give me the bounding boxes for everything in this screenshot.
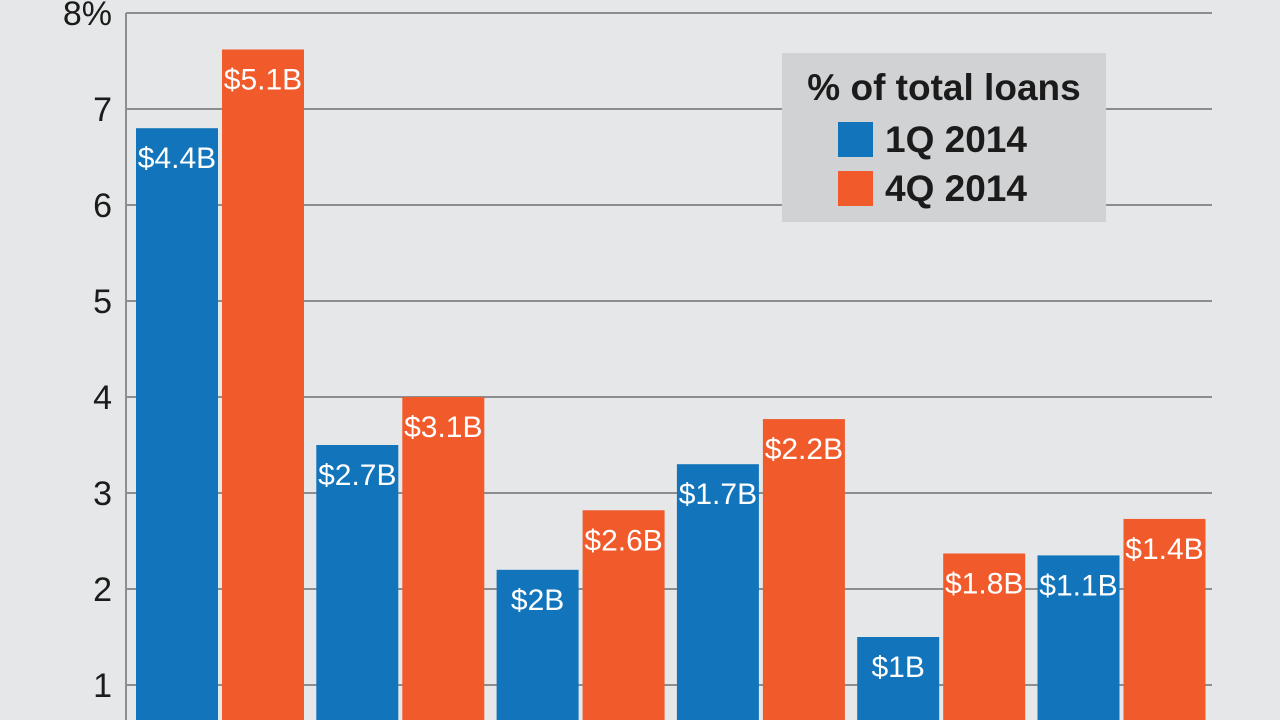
bar-value-label: $3.1B <box>404 411 482 444</box>
legend: % of total loans 1Q 2014 4Q 2014 <box>782 53 1106 222</box>
bar-value-label: $2B <box>511 584 564 617</box>
y-tick-label: 7 <box>93 91 112 129</box>
bar-1q-2014-1 <box>136 128 218 720</box>
bar-4q-2014-1 <box>222 49 304 720</box>
bar-value-label: $1.1B <box>1039 569 1117 602</box>
y-tick-label: 4 <box>93 379 112 417</box>
bar-value-label: $2.6B <box>584 524 662 557</box>
bar-4q-2014-5 <box>943 553 1026 720</box>
bar-1q-2014-6 <box>1037 555 1120 720</box>
bar-value-label: $1.7B <box>679 478 757 511</box>
y-tick-label: 2 <box>93 571 112 609</box>
y-tick-label: 8% <box>63 0 112 33</box>
y-tick-label: 6 <box>93 187 112 225</box>
bars <box>136 49 1206 720</box>
bar-value-label: $4.4B <box>138 142 216 175</box>
bar-1q-2014-4 <box>676 464 759 720</box>
y-tick-label: 1 <box>93 667 112 705</box>
bar-4q-2014-2 <box>402 397 485 720</box>
legend-swatch-4q-2014 <box>838 171 873 206</box>
bar-4q-2014-3 <box>582 510 665 720</box>
bar-1q-2014-3 <box>496 569 579 720</box>
legend-label-1q-2014: 1Q 2014 <box>885 119 1027 160</box>
legend-box <box>782 53 1106 222</box>
bar-1q-2014-5 <box>857 637 940 720</box>
bar-value-label: $1B <box>872 651 925 684</box>
bar-value-label: $1.8B <box>945 567 1023 600</box>
y-tick-label: 5 <box>93 283 112 321</box>
bar-value-label: $2.2B <box>765 433 843 466</box>
legend-title: % of total loans <box>807 67 1080 108</box>
legend-swatch-1q-2014 <box>838 122 873 157</box>
y-tick-label: 3 <box>93 475 112 513</box>
bar-4q-2014-4 <box>762 419 845 720</box>
bar-value-label: $5.1B <box>224 63 302 96</box>
legend-label-4q-2014: 4Q 2014 <box>885 168 1027 209</box>
y-axis-tick-labels: 1 2 3 4 5 6 7 8% <box>63 0 112 705</box>
bar-value-labels: $4.4B $5.1B $2.7B$3.1B $2B $2.6B $1.7B$2.2B $1… <box>138 63 1204 684</box>
bar-value-label: $2.7B <box>318 459 396 492</box>
bar-value-label: $1.4B <box>1125 533 1203 566</box>
bar-4q-2014-6 <box>1123 518 1206 720</box>
bar-1q-2014-2 <box>316 445 399 720</box>
